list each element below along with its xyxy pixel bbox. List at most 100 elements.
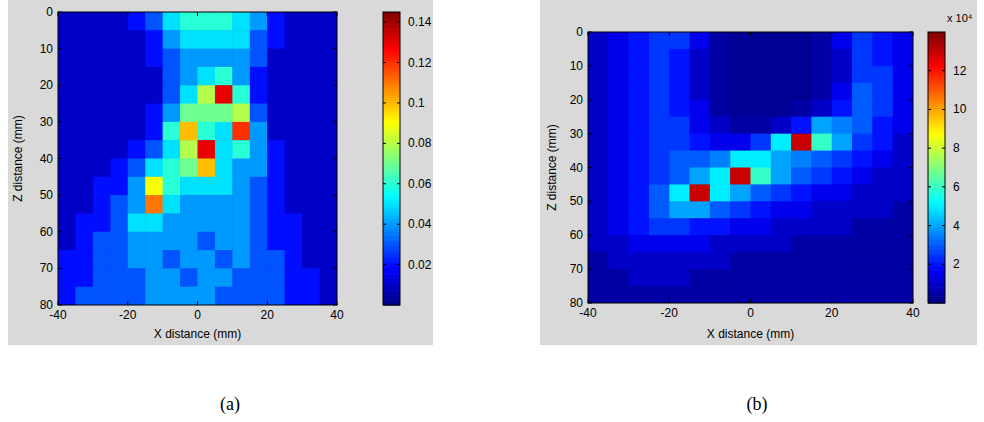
y-tick [588,65,592,66]
heat-cell [58,85,76,104]
heat-cell [872,218,893,235]
heat-cell [751,201,772,218]
heat-cell [832,235,853,252]
heat-cell [198,30,216,49]
heat-cell [771,201,792,218]
heat-cell [608,218,629,235]
heat-cell [893,286,913,303]
heat-cell [852,83,873,100]
heat-cell [58,250,76,269]
heat-cell [872,151,893,168]
heat-cell [771,66,792,83]
heat-cell [285,30,303,49]
heat-cell [690,49,711,66]
heat-cell [751,117,772,134]
y-tick [909,167,913,168]
heat-cell [588,100,609,117]
heat-cell [710,286,731,303]
heat-cell [730,184,751,201]
heat-cell [872,168,893,185]
heat-cell [128,268,146,287]
heat-cell [771,32,792,49]
y-tick [333,231,337,232]
heat-cell [198,268,216,287]
heat-cell [751,151,772,168]
heat-cell [320,232,337,251]
heat-cell [285,49,303,68]
heat-cell [730,117,751,134]
heat-cell [320,67,337,86]
heat-cell [232,12,250,31]
heat-cell [93,67,111,86]
heat-cell [629,168,650,185]
colorbar-tick [383,183,386,184]
heat-cell [893,235,913,252]
colorbar-tick [928,225,931,226]
heat-cell [811,218,832,235]
heat-cell [710,168,731,185]
heat-cell [267,195,285,214]
heat-cell [93,250,111,269]
x-tick [669,32,670,36]
heat-cell [180,195,198,214]
heat-cell [232,268,250,287]
heat-cell [730,168,751,185]
heat-cell [128,232,146,251]
y-tick [588,269,592,270]
colorbar-tick-label: 0.08 [408,136,432,150]
heat-cell [690,286,711,303]
x-axis-label: X distance (mm) [154,327,241,341]
heat-cell [629,83,650,100]
heat-cell [58,159,76,178]
heat-cell [128,104,146,123]
heat-cell [608,32,629,49]
heat-cell [75,67,93,86]
heat-cell [320,177,337,196]
heat-cell [629,66,650,83]
x-tick [58,12,59,16]
heat-cell [267,30,285,49]
x-tick [127,12,128,16]
y-tick-label: 50 [40,188,54,202]
heat-cell [730,218,751,235]
heat-cell [128,159,146,178]
heat-cell [215,195,233,214]
heat-cell [852,252,873,269]
heat-cell [608,201,629,218]
heat-cell [302,287,320,305]
heat-cell [110,30,128,49]
colorbar-tick-label: 6 [953,180,960,194]
heat-cell [285,159,303,178]
y-tick [333,195,337,196]
heat-cell [58,49,76,68]
heat-cell [811,32,832,49]
heat-cell [832,269,853,286]
y-tick [588,133,592,134]
y-axis-label: Z distance (mm) [11,115,25,202]
y-tick-label: 40 [40,152,54,166]
heat-cell [215,85,233,104]
heat-cell [872,32,893,49]
heat-cell [608,134,629,151]
heat-cell [128,250,146,269]
heat-cell [852,286,873,303]
heat-cell [215,213,233,232]
colorbar-tick [397,102,400,103]
heat-cell [198,287,216,305]
heat-cell [588,83,609,100]
panel-caption: (b) [747,394,768,415]
heat-cell [608,269,629,286]
heat-cell [669,235,690,252]
heat-cell [690,184,711,201]
heat-cell [302,67,320,86]
colorbar-tick [383,264,386,265]
heat-cell [893,168,913,185]
heat-cell [128,287,146,305]
heat-cell [832,100,853,117]
heat-cell [163,122,181,141]
heat-cell [669,218,690,235]
heat-cell [669,117,690,134]
heat-cell [872,235,893,252]
x-tick [197,301,198,305]
heat-cell [180,177,198,196]
